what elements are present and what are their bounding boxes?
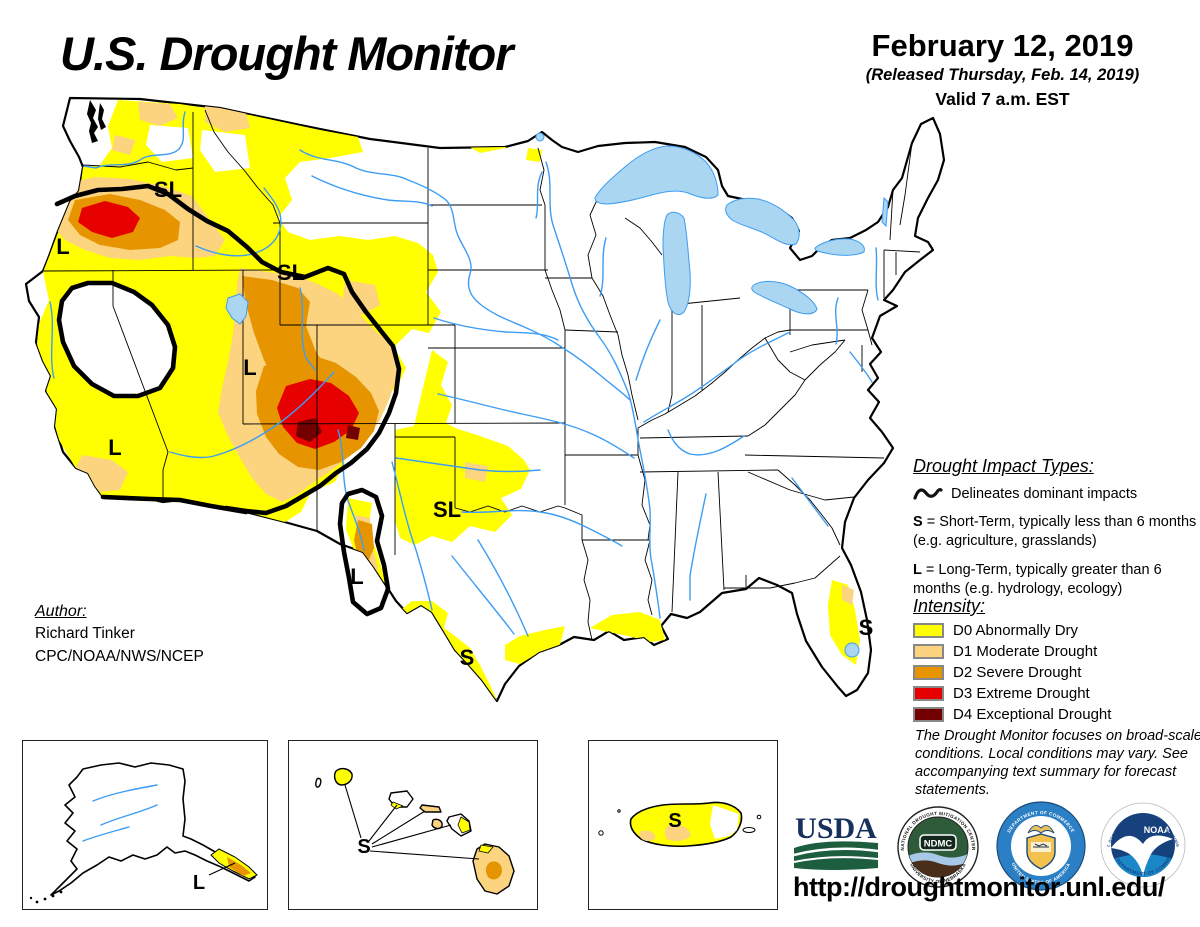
- legend-row-d4: D4 Exceptional Drought: [913, 706, 1200, 723]
- puerto-rico-impact-label: S: [668, 810, 681, 832]
- d1-swatch: [913, 644, 944, 659]
- maui-drought: [457, 816, 471, 834]
- d2-swatch: [913, 665, 944, 680]
- legend-row-d1: D1 Moderate Drought: [913, 643, 1200, 660]
- disclaimer-text: The Drought Monitor focuses on broad-sca…: [915, 728, 1200, 799]
- page-title: U.S. Drought Monitor: [60, 27, 514, 80]
- impact-delineation-lines: [54, 183, 402, 617]
- molokai: [419, 804, 442, 813]
- alaska-inset-map: L: [22, 740, 268, 910]
- d1-label: D1 Moderate Drought: [953, 643, 1098, 660]
- doc-eagle: [1027, 824, 1055, 834]
- date-block: February 12, 2019 (Released Thursday, Fe…: [810, 28, 1195, 110]
- d4-label: D4 Exceptional Drought: [953, 706, 1112, 723]
- department-of-commerce-logo: DEPARTMENT OF COMMERCE UNITED STATES OF …: [996, 801, 1086, 891]
- hawaii-impact-label: S: [357, 836, 370, 858]
- ndmc-logo: NDMC NATIONAL DROUGHT MITIGATION CENTER …: [897, 806, 979, 888]
- d2-label: D2 Severe Drought: [953, 664, 1082, 681]
- d3-label: D3 Extreme Drought: [953, 685, 1090, 702]
- legend-row-d0: D0 Abnormally Dry: [913, 622, 1200, 639]
- lanai: [431, 818, 443, 830]
- great-lakes: [225, 132, 889, 658]
- rivers: [49, 111, 879, 637]
- aleutian-islands: [29, 890, 63, 904]
- intensity-legend: Intensity: D0 Abnormally Dry D1 Moderate…: [913, 596, 1200, 727]
- alaska-impact-label: L: [193, 872, 205, 894]
- legend-row-d3: D3 Extreme Drought: [913, 685, 1200, 702]
- alaska-label-pointer: [208, 862, 236, 876]
- d4-swatch: [913, 707, 944, 722]
- alaska-rivers: [82, 784, 158, 842]
- author-block: Author: Richard Tinker CPC/NOAA/NWS/NCEP: [35, 600, 204, 668]
- legend-row-d2: D2 Severe Drought: [913, 664, 1200, 681]
- long-term-definition: L = Long-Term, typically greater than 6 …: [913, 562, 1162, 597]
- pr-no-drought-east: [710, 805, 739, 839]
- delineates-text: Delineates dominant impacts: [951, 486, 1138, 502]
- niihau: [315, 777, 322, 788]
- impact-label-sl-nw: SL: [154, 177, 182, 202]
- usda-logo: USDA: [793, 812, 879, 870]
- pr-d1-southwest: [639, 830, 656, 842]
- map-date: February 12, 2019: [871, 28, 1134, 63]
- d0-swatch: [913, 623, 944, 638]
- impact-label-s-southtexas: S: [460, 645, 475, 670]
- impact-label-l-california: L: [108, 435, 121, 460]
- squiggle-line-icon: [913, 488, 943, 500]
- big-island-d0: [478, 844, 494, 854]
- big-island-d2: [485, 861, 502, 880]
- noaa-logo: NOAA NATIONAL OCEANIC AND ATMOSPHERIC AD…: [1098, 798, 1186, 888]
- drought-monitor-url[interactable]: http://droughtmonitor.unl.edu/: [793, 872, 1165, 902]
- d3-swatch: [913, 686, 944, 701]
- usda-logo-text: USDA: [795, 812, 877, 845]
- hawaii-inset-map: S: [288, 740, 538, 910]
- author-heading: Author:: [35, 603, 87, 620]
- pr-d1-center: [664, 824, 691, 842]
- impact-label-l-oregon: L: [56, 234, 69, 259]
- d0-label: D0 Abnormally Dry: [953, 622, 1079, 639]
- impact-labels: SL L SL L L SL L S S: [56, 177, 873, 670]
- valid-time: Valid 7 a.m. EST: [935, 89, 1070, 109]
- impact-types-heading: Drought Impact Types:: [913, 456, 1094, 476]
- state-borders: [42, 109, 921, 641]
- author-org: CPC/NOAA/NWS/NCEP: [35, 647, 204, 665]
- noaa-gull: [1111, 835, 1173, 876]
- ndmc-logo-text: NDMC: [924, 839, 953, 850]
- impact-label-l-utah: L: [243, 355, 256, 380]
- impact-label-sl-idaho: SL: [277, 260, 305, 285]
- release-date: (Released Thursday, Feb. 14, 2019): [865, 66, 1140, 84]
- impact-label-s-florida: S: [859, 615, 874, 640]
- impact-label-l-westtexas: L: [350, 564, 363, 589]
- kauai: [333, 767, 353, 786]
- hawaii-label-pointers: [344, 784, 480, 860]
- impact-label-sl-panhandle: SL: [433, 497, 461, 522]
- author-name: Richard Tinker: [35, 625, 135, 643]
- usda-green-field: [794, 841, 878, 870]
- short-term-definition: S = Short-Term, typically less than 6 mo…: [913, 514, 1197, 549]
- pr-small-islands: [598, 809, 762, 836]
- noaa-logo-text: NOAA: [1144, 825, 1171, 835]
- puget-sound: [87, 100, 106, 143]
- intensity-heading: Intensity:: [913, 596, 986, 616]
- impact-types-panel: Drought Impact Types: Delineates dominan…: [913, 456, 1200, 609]
- puerto-rico-inset-map: S: [588, 740, 778, 910]
